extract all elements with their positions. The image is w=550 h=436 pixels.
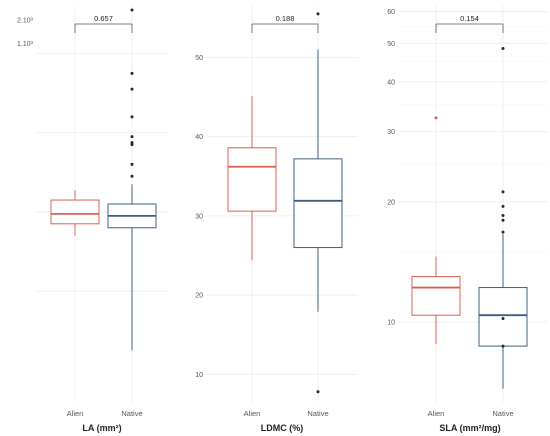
outlier-point bbox=[130, 162, 134, 166]
x-axis-title: LA (mm²) bbox=[82, 423, 121, 433]
y-tick-label: 30 bbox=[387, 129, 395, 136]
box-native bbox=[478, 287, 528, 347]
box-alien bbox=[411, 276, 461, 316]
box-alien bbox=[50, 199, 100, 225]
y-tick-label: 60 bbox=[387, 9, 395, 16]
y-tick-label: 20 bbox=[195, 293, 203, 300]
outlier-point bbox=[501, 213, 505, 217]
outlier-point bbox=[316, 390, 320, 394]
outlier-point bbox=[501, 317, 505, 321]
x-tick-label: Native bbox=[307, 409, 328, 418]
box-alien bbox=[227, 147, 277, 212]
outlier-point bbox=[316, 12, 320, 16]
x-tick-label: Native bbox=[492, 409, 513, 418]
y-tick-label: 50 bbox=[195, 55, 203, 62]
y-tick-label: 2.10³ bbox=[17, 17, 34, 24]
y-tick-label: 30 bbox=[195, 213, 203, 220]
panel-sla: 10 20 30 40 50 60 0.154 Alien Native SLA (mm²/mg) bbox=[387, 6, 548, 433]
outlier-point bbox=[501, 190, 505, 194]
x-tick-label: Native bbox=[121, 409, 142, 418]
outlier-point bbox=[501, 344, 505, 348]
y-tick-label: 40 bbox=[387, 79, 395, 86]
p-value-label: 0.657 bbox=[94, 14, 113, 23]
y-tick-label: 40 bbox=[195, 134, 203, 141]
box-native bbox=[293, 158, 343, 249]
y-tick-label: 20 bbox=[387, 199, 395, 206]
outlier-point bbox=[130, 71, 134, 75]
x-axis-title: LDMC (%) bbox=[261, 423, 304, 433]
outlier-point bbox=[501, 230, 505, 234]
outlier-point bbox=[501, 47, 505, 51]
p-value-label: 0.154 bbox=[460, 14, 479, 23]
outlier-point bbox=[434, 116, 438, 120]
p-value-label: 0.188 bbox=[276, 14, 295, 23]
significance-bracket bbox=[435, 23, 504, 33]
outlier-point bbox=[501, 218, 505, 222]
outlier-point bbox=[130, 115, 134, 119]
outlier-point bbox=[130, 8, 134, 12]
outlier-point bbox=[130, 135, 134, 139]
y-tick-label: 50 bbox=[387, 41, 395, 48]
x-axis-title: SLA (mm²/mg) bbox=[439, 423, 500, 433]
x-tick-label: Alien bbox=[67, 409, 84, 418]
y-tick-label: 10 bbox=[195, 372, 203, 379]
x-tick-label: Alien bbox=[244, 409, 261, 418]
outlier-point bbox=[130, 174, 134, 178]
y-tick-label: 10 bbox=[387, 319, 395, 326]
outlier-point bbox=[130, 87, 134, 91]
y-tick-label: 1.10³ bbox=[17, 41, 34, 48]
significance-bracket bbox=[251, 23, 319, 33]
outlier-point bbox=[130, 141, 134, 145]
x-tick-label: Alien bbox=[428, 409, 445, 418]
outlier-point bbox=[501, 204, 505, 208]
significance-bracket bbox=[74, 23, 133, 33]
